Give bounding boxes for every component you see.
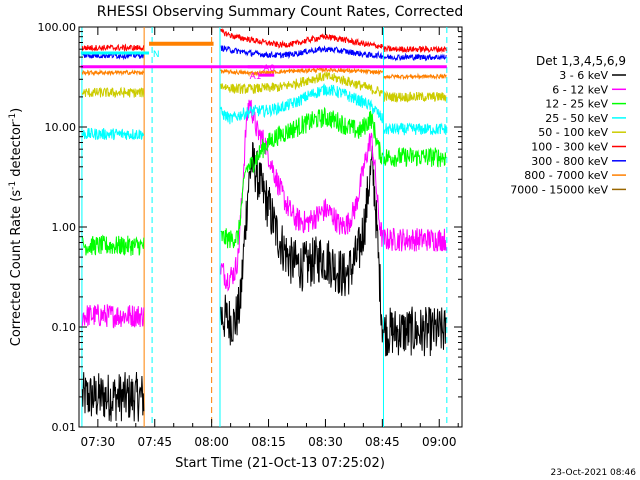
- series-s7-segment-2: [383, 52, 447, 62]
- timestamp: 23-Oct-2021 08:46: [551, 468, 637, 478]
- y-axis-label: Corrected Count Rate (s-1 detector-1): [8, 108, 24, 346]
- series-s7-segment-0: [81, 51, 145, 61]
- x-tick-label-1: 07:45: [137, 435, 172, 449]
- series-s5-segment-0: [81, 86, 145, 99]
- series-s8-segment-1: [220, 66, 384, 77]
- chart-title: RHESSI Observing Summary Count Rates, Co…: [97, 4, 463, 20]
- legend-label-s1: 3 - 6 keV: [559, 69, 608, 82]
- y-tick-label-4: 100.00: [38, 21, 77, 34]
- annotation-label-A0: A0: [263, 64, 275, 74]
- x-tick-label-5: 08:45: [365, 435, 400, 449]
- legend-label-s6: 100 - 300 keV: [531, 141, 608, 154]
- y-tick-label-1: 0.10: [52, 321, 77, 334]
- annotation-label-A1: A1: [250, 72, 262, 82]
- x-tick-label-2: 08:00: [194, 435, 229, 449]
- series-s8-segment-2: [383, 72, 447, 81]
- series-s3-segment-2: [383, 146, 447, 168]
- series-s1-segment-1: [220, 141, 384, 346]
- legend-label-s5: 50 - 100 keV: [538, 126, 608, 139]
- y-axis-label-power-2: -1: [8, 113, 18, 122]
- series-s2-segment-2: [383, 227, 447, 252]
- legend-label-s7: 300 - 800 keV: [531, 155, 608, 168]
- y-axis-label-main: Corrected Count Rate (s: [9, 190, 24, 347]
- series-s3-segment-0: [81, 234, 145, 256]
- series-s6-segment-1: [220, 28, 384, 49]
- y-tick-label-3: 10.00: [45, 121, 77, 134]
- series-s4-segment-1: [220, 83, 384, 125]
- legend-label-s3: 12 - 25 keV: [545, 98, 608, 111]
- series-s1-segment-2: [383, 306, 447, 357]
- x-tick-label-0: 07:30: [81, 435, 116, 449]
- x-tick-label-3: 08:15: [251, 435, 286, 449]
- x-tick-label-4: 08:30: [308, 435, 343, 449]
- legend-label-s4: 25 - 50 keV: [545, 112, 608, 125]
- y-tick-label-2: 1.00: [52, 221, 77, 234]
- axes: 0.01 0.10 1.00 10.00 100.00 07:30 07:45 08:00 08…: [38, 21, 462, 449]
- x-tick-label-6: 09:00: [422, 435, 457, 449]
- legend-label-s2: 6 - 12 keV: [552, 83, 608, 96]
- series-s1-segment-0: [81, 371, 145, 422]
- legend-title: Det 1,3,4,5,6,9: [536, 54, 626, 68]
- series-s4-segment-2: [383, 122, 447, 136]
- series-s2-segment-0: [81, 304, 145, 329]
- series-s7-segment-1: [220, 45, 384, 60]
- series-s6-segment-2: [383, 44, 447, 54]
- series-s5-segment-1: [220, 71, 384, 97]
- y-tick-label-0: 0.01: [52, 421, 77, 434]
- series-s5-segment-2: [383, 90, 447, 104]
- series-s4-segment-0: [81, 127, 145, 141]
- legend-label-s9: 7000 - 15000 keV: [510, 183, 608, 196]
- y-axis-label-unit: detector: [9, 121, 24, 177]
- series-s6-segment-0: [81, 43, 145, 53]
- x-axis-label: Start Time (21-Oct-13 07:25:02): [175, 456, 385, 471]
- legend-label-s8: 800 - 7000 keV: [524, 169, 608, 182]
- annotation-label-N: N: [153, 50, 160, 60]
- series-s8-segment-0: [81, 68, 145, 77]
- y-axis-label-power-1: -1: [8, 181, 18, 190]
- series-s3-segment-1: [220, 106, 384, 249]
